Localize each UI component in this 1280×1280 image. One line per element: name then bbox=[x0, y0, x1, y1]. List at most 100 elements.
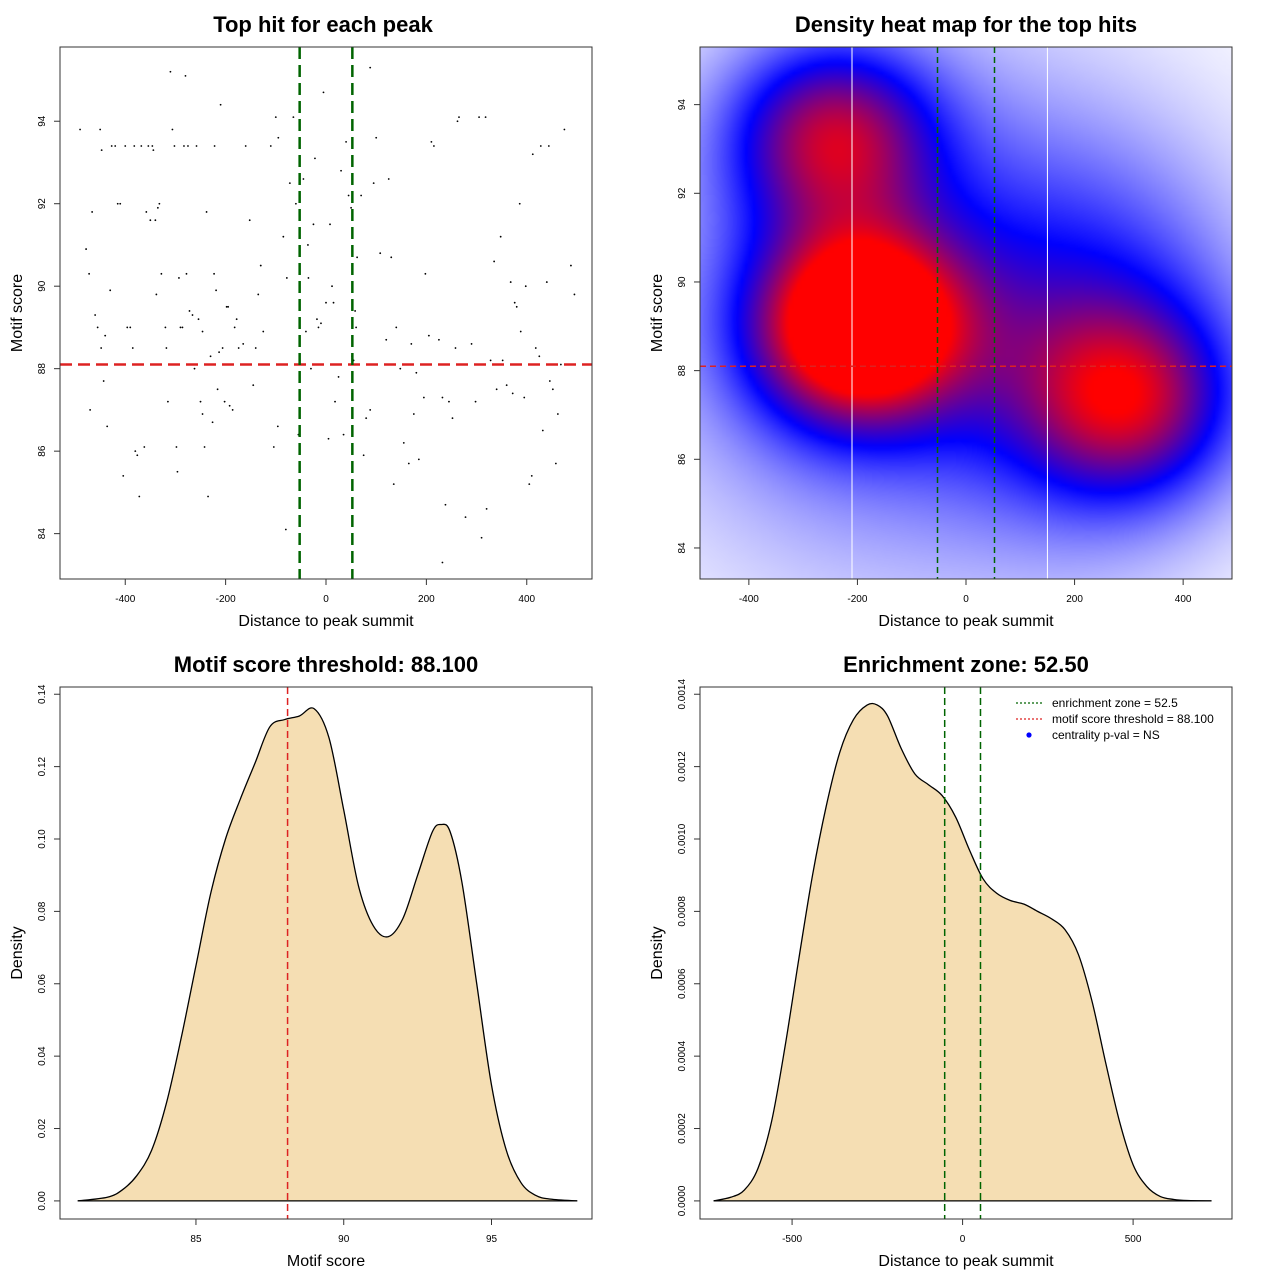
scatter-point bbox=[244, 145, 247, 147]
score-density-x-label: Motif score bbox=[287, 1253, 365, 1270]
scatter-point bbox=[126, 326, 129, 329]
legend-point-pval bbox=[1026, 732, 1032, 738]
scatter-point bbox=[307, 244, 309, 246]
scatter-point bbox=[216, 388, 219, 391]
scatter-point bbox=[332, 301, 335, 304]
scatter-point bbox=[129, 326, 132, 329]
scatter-point bbox=[433, 145, 435, 147]
scatter-point bbox=[158, 202, 161, 205]
scatter-point bbox=[362, 454, 365, 457]
scatter-point bbox=[310, 367, 312, 370]
score-density-y-tick-label: 0.06 bbox=[37, 974, 48, 994]
scatter-point bbox=[422, 396, 425, 399]
scatter-point bbox=[155, 293, 158, 296]
scatter-point bbox=[227, 305, 230, 308]
score-density-y-tick-label: 0.04 bbox=[37, 1046, 48, 1066]
score-density-frame bbox=[59, 686, 593, 1220]
score-density-y-tick-label: 0.12 bbox=[37, 756, 48, 776]
scatter-point bbox=[392, 483, 395, 486]
distance-density-y-tick-label: 0.0010 bbox=[677, 823, 688, 854]
heatmap-y-label: Motif score bbox=[649, 274, 666, 352]
scatter-point bbox=[191, 314, 194, 316]
scatter-point bbox=[407, 462, 410, 465]
scatter-point bbox=[100, 149, 103, 152]
scatter-point bbox=[171, 128, 174, 131]
scatter-point bbox=[545, 281, 548, 283]
scatter-point bbox=[505, 384, 508, 387]
scatter-point bbox=[225, 305, 228, 308]
heatmap-x-tick-label: -200 bbox=[847, 594, 867, 605]
scatter-point bbox=[252, 384, 255, 387]
scatter-point bbox=[288, 182, 291, 184]
score-density-y-tick-label: 0.08 bbox=[37, 901, 48, 921]
scatter-x-label: Distance to peak summit bbox=[238, 613, 414, 630]
scatter-point bbox=[451, 417, 454, 420]
scatter-point bbox=[448, 400, 450, 403]
score-density-y-tick-label: 0.14 bbox=[37, 684, 48, 704]
scatter-point bbox=[259, 264, 262, 267]
scatter-point bbox=[274, 116, 277, 119]
scatter-point bbox=[334, 400, 336, 403]
scatter-point bbox=[402, 442, 405, 444]
scatter-point bbox=[314, 157, 316, 160]
scatter-point bbox=[539, 145, 542, 147]
distance-density-frame bbox=[699, 686, 1233, 1220]
heatmap-y-tick-label: 84 bbox=[677, 542, 688, 554]
scatter-point bbox=[145, 211, 148, 213]
scatter-point bbox=[342, 433, 345, 436]
scatter-point bbox=[269, 145, 272, 147]
scatter-point bbox=[201, 413, 204, 415]
scatter-point bbox=[193, 367, 196, 370]
scatter-point bbox=[515, 305, 518, 308]
scatter-point bbox=[169, 70, 172, 73]
scatter-point bbox=[85, 248, 87, 250]
distance-density-y-tick-label: 0.0014 bbox=[677, 679, 688, 710]
score-density-area bbox=[77, 707, 578, 1201]
scatter-point bbox=[484, 116, 487, 119]
scatter-point bbox=[284, 528, 287, 531]
scatter-point bbox=[91, 211, 94, 213]
scatter-point bbox=[329, 223, 331, 226]
distance-density-x-axis: -500 0 500 bbox=[782, 1219, 1142, 1245]
scatter-point bbox=[213, 145, 216, 147]
scatter-point bbox=[337, 376, 340, 378]
scatter-point bbox=[185, 272, 188, 275]
distance-density-y-tick-label: 0.0000 bbox=[677, 1185, 688, 1216]
distance-density-x-tick-label: -500 bbox=[782, 1234, 802, 1245]
scatter-point bbox=[464, 516, 467, 519]
scatter-panel: Top hit for each peak -400 -200 0 200 400 84… bbox=[9, 12, 593, 630]
score-density-plot-area bbox=[77, 687, 578, 1219]
score-density-x-axis: 85 90 95 bbox=[190, 1219, 498, 1245]
scatter-point bbox=[140, 145, 143, 147]
scatter-point bbox=[183, 145, 185, 147]
scatter-point bbox=[350, 206, 352, 209]
distance-density-y-tick-label: 0.0006 bbox=[677, 968, 688, 999]
scatter-point bbox=[485, 507, 488, 510]
scatter-point bbox=[205, 211, 208, 213]
scatter-point bbox=[538, 355, 541, 358]
scatter-point bbox=[547, 145, 550, 147]
scatter-point bbox=[438, 338, 440, 341]
scatter-point bbox=[79, 128, 81, 131]
scatter-point bbox=[235, 318, 238, 321]
scatter-point bbox=[131, 347, 134, 349]
scatter-point bbox=[116, 202, 119, 205]
scatter-point bbox=[379, 252, 382, 255]
scatter-point bbox=[133, 145, 136, 147]
scatter-point bbox=[556, 413, 559, 415]
heatmap-y-tick-label: 90 bbox=[677, 276, 688, 288]
legend-label-threshold: motif score threshold = 88.100 bbox=[1052, 712, 1214, 726]
score-density-y-tick-label: 0.10 bbox=[37, 829, 48, 849]
scatter-point bbox=[331, 285, 333, 288]
score-density-x-tick-label: 85 bbox=[190, 1234, 202, 1245]
scatter-x-tick-label: 400 bbox=[518, 594, 535, 605]
scatter-point bbox=[478, 116, 480, 119]
distance-density-plot-area bbox=[713, 687, 1212, 1219]
scatter-point bbox=[499, 235, 502, 238]
scatter-point bbox=[511, 392, 514, 395]
scatter-point bbox=[199, 400, 202, 403]
distance-density-x-tick-label: 0 bbox=[960, 1234, 966, 1245]
scatter-point bbox=[219, 103, 222, 106]
scatter-point bbox=[528, 483, 531, 486]
score-density-y-tick-label: 0.00 bbox=[37, 1191, 48, 1211]
